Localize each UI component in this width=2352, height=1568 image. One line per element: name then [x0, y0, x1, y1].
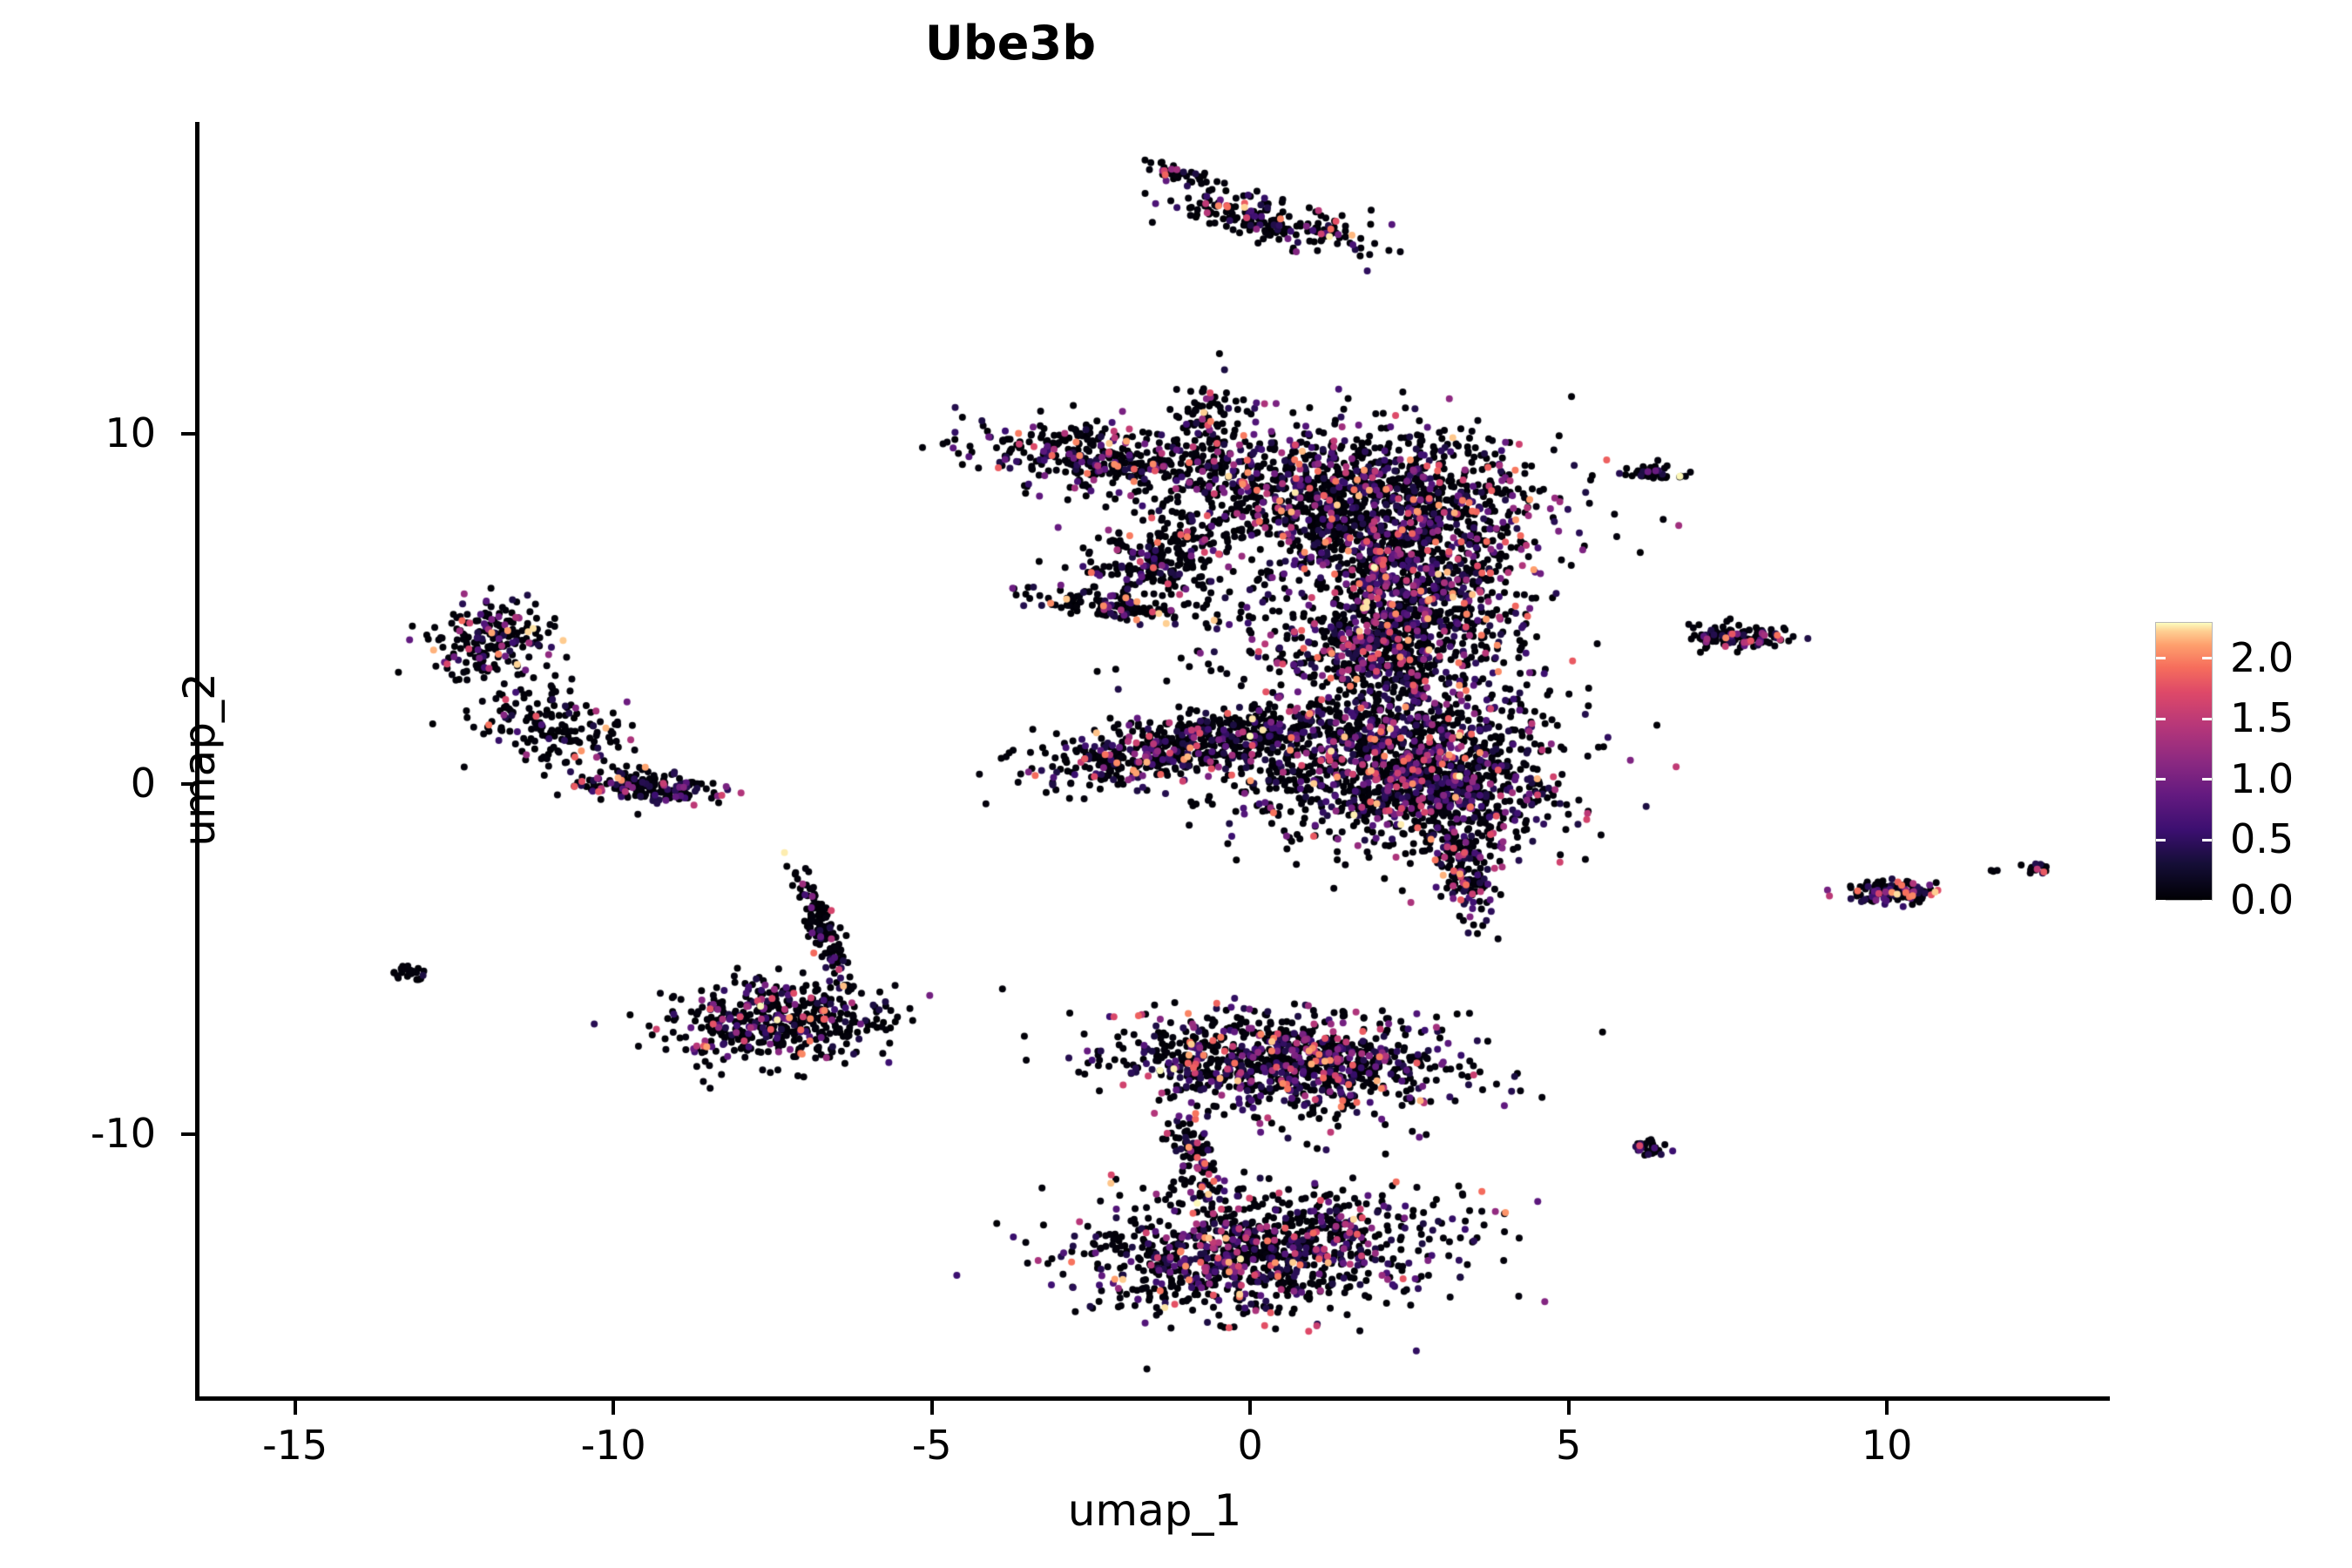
x-tick-label: -10 [580, 1422, 646, 1469]
y-tick-mark [181, 1132, 195, 1136]
colorbar-tick-mark [2202, 657, 2212, 660]
x-tick-mark [929, 1401, 934, 1415]
x-tick-mark [1885, 1401, 1889, 1415]
page-title: Ube3b [924, 16, 1097, 71]
x-tick-label: 0 [1237, 1422, 1263, 1469]
x-tick-mark [612, 1401, 616, 1415]
y-tick-mark [181, 431, 195, 436]
colorbar-tick-label: 0.0 [2230, 876, 2295, 923]
x-tick-label: 5 [1556, 1422, 1582, 1469]
colorbar-tick-mark [2156, 899, 2166, 902]
colorbar-tick-mark [2202, 838, 2212, 841]
colorbar-tick-mark [2156, 717, 2166, 720]
colorbar-tick-label: 1.0 [2230, 754, 2295, 802]
y-tick-label: 0 [130, 759, 156, 807]
colorbar-tick-mark [2156, 778, 2166, 781]
colorbar-tick-label: 0.5 [2230, 815, 2295, 863]
colorbar-tick-mark [2156, 838, 2166, 841]
y-axis-spine [195, 122, 199, 1401]
y-tick-mark [181, 781, 195, 786]
x-tick-mark [1248, 1401, 1253, 1415]
x-tick-mark [1566, 1401, 1571, 1415]
scatter-plot-axes: -15 -10 -5 0 5 10 10 0 -10 umap_1 umap_2 [91, 122, 2110, 1536]
colorbar-tick-mark [2202, 899, 2212, 902]
x-tick-label: 10 [1861, 1422, 1913, 1469]
colorbar-tick-label: 1.5 [2230, 694, 2295, 742]
x-tick-mark [293, 1401, 297, 1415]
colorbar-tick-mark [2156, 657, 2166, 660]
x-tick-label: -5 [911, 1422, 952, 1469]
colorbar-gradient [2155, 622, 2213, 901]
x-axis-spine [195, 1396, 2110, 1401]
colorbar: 2.0 1.5 1.0 0.5 0.0 [2155, 622, 2352, 920]
colorbar-tick-mark [2202, 717, 2212, 720]
colorbar-tick-label: 2.0 [2230, 633, 2295, 681]
x-tick-label: -15 [262, 1422, 328, 1469]
colorbar-tick-mark [2202, 778, 2212, 781]
y-tick-label: 10 [105, 409, 156, 456]
y-tick-label: -10 [90, 1109, 156, 1157]
umap-scatter-points [199, 122, 2110, 1396]
x-axis-label: umap_1 [1067, 1485, 1242, 1536]
